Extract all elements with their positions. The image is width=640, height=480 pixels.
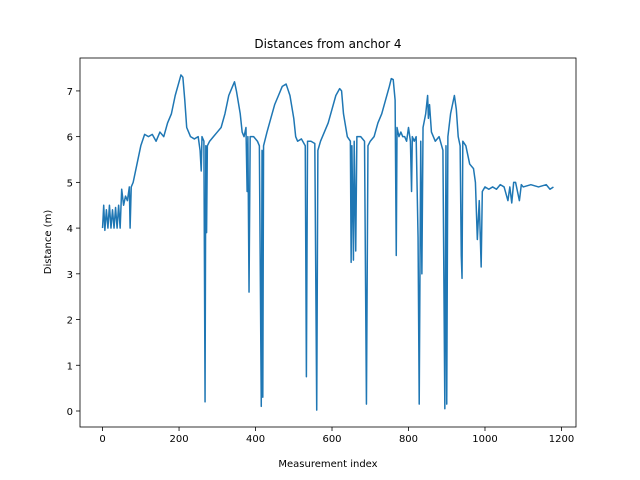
y-axis-label: Distance (m) bbox=[43, 210, 54, 275]
y-tick-label: 6 bbox=[67, 133, 73, 144]
y-tick-label: 7 bbox=[67, 87, 73, 98]
y-tick-label: 5 bbox=[67, 178, 73, 189]
y-tick-label: 3 bbox=[67, 270, 73, 281]
x-tick-label: 600 bbox=[322, 434, 341, 445]
x-tick-label: 0 bbox=[99, 434, 105, 445]
x-axis-label: Measurement index bbox=[278, 459, 377, 470]
y-tick-label: 4 bbox=[67, 224, 73, 235]
x-tick-label: 1000 bbox=[472, 434, 497, 445]
plot-frame bbox=[79, 57, 577, 428]
y-tick-label: 0 bbox=[67, 407, 73, 418]
x-tick-label: 200 bbox=[170, 434, 189, 445]
data-line bbox=[101, 74, 554, 411]
y-tick-label: 1 bbox=[67, 361, 73, 372]
x-tick-label: 1200 bbox=[549, 434, 574, 445]
chart-title: Distances from anchor 4 bbox=[254, 37, 401, 51]
x-tick-label: 400 bbox=[246, 434, 265, 445]
x-tick-label: 800 bbox=[399, 434, 418, 445]
y-tick-label: 2 bbox=[67, 316, 73, 327]
